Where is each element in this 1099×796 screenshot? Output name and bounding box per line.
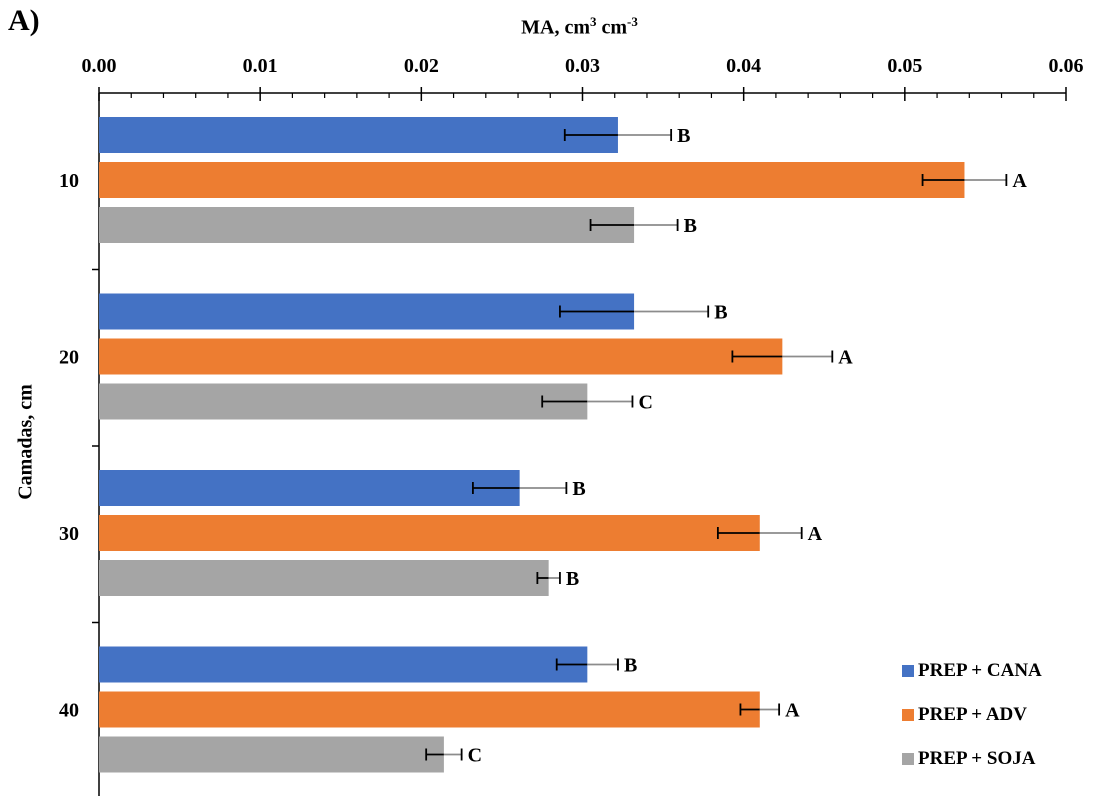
legend: PREP + CANA PREP + ADV PREP + SOJA — [902, 660, 1042, 792]
x-axis-title-sup2: -3 — [627, 14, 638, 29]
legend-item-prep-soja: PREP + SOJA — [902, 748, 1042, 770]
y-tick-label: 40 — [59, 700, 79, 722]
bar — [99, 338, 783, 375]
significance-letter: A — [838, 347, 853, 369]
bar — [99, 207, 635, 243]
legend-swatch-prep-soja — [902, 753, 914, 765]
legend-label-prep-adv: PREP + ADV — [918, 704, 1027, 725]
bar — [99, 515, 760, 551]
bar — [99, 470, 520, 506]
x-tick-label: 0.00 — [82, 55, 117, 77]
significance-letter: C — [468, 745, 482, 767]
x-tick-label: 0.05 — [887, 55, 922, 77]
x-axis-title-mid: cm — [596, 16, 628, 39]
panel-label: A) — [8, 4, 40, 37]
bar — [99, 560, 549, 596]
significance-letter: A — [1012, 170, 1027, 192]
x-axis-title-sup1: 3 — [589, 14, 597, 29]
x-axis-title-text: MA, cm — [521, 16, 590, 39]
y-tick-label: 30 — [59, 523, 79, 545]
bar — [99, 736, 444, 773]
bar — [99, 293, 635, 330]
significance-letter: B — [677, 125, 690, 147]
legend-label-prep-soja: PREP + SOJA — [918, 748, 1036, 769]
x-tick-label: 0.03 — [565, 55, 600, 77]
x-tick-label: 0.04 — [726, 55, 761, 77]
significance-letter: A — [808, 523, 823, 545]
legend-item-prep-adv: PREP + ADV — [902, 704, 1042, 726]
significance-letter: B — [566, 568, 579, 590]
y-tick-label: 20 — [59, 347, 79, 369]
significance-letter: C — [638, 392, 652, 414]
legend-item-prep-cana: PREP + CANA — [902, 660, 1042, 682]
bar — [99, 117, 618, 153]
bar — [99, 691, 760, 728]
legend-swatch-prep-adv — [902, 709, 914, 721]
significance-letter: B — [714, 302, 727, 324]
significance-letter: B — [684, 215, 697, 237]
x-axis-title: MA, cm3 cm-3 — [0, 14, 1099, 40]
bar — [99, 646, 588, 683]
legend-swatch-prep-cana — [902, 665, 914, 677]
x-tick-label: 0.02 — [404, 55, 439, 77]
legend-label-prep-cana: PREP + CANA — [918, 660, 1042, 681]
significance-letter: B — [624, 655, 637, 677]
y-tick-label: 10 — [59, 170, 79, 192]
bar — [99, 162, 965, 198]
x-tick-label: 0.01 — [243, 55, 278, 77]
x-tick-label: 0.06 — [1049, 55, 1084, 77]
significance-letter: B — [572, 478, 585, 500]
significance-letter: A — [785, 700, 800, 722]
bar — [99, 383, 588, 420]
